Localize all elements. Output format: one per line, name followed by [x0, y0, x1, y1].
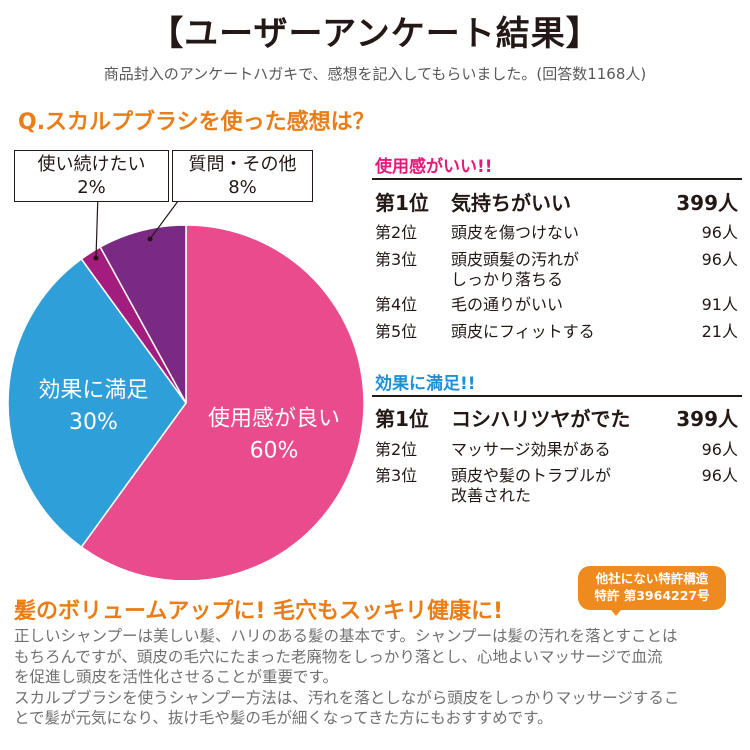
callout-continue: 使い続けたい 2%	[14, 150, 169, 202]
pie-slice-other	[99, 224, 187, 404]
pie-label: 効果に満足	[38, 378, 148, 403]
ranking-row: 第2位 マッサージ効果がある 96人	[375, 440, 738, 459]
pie-slice-good-feel	[80, 224, 365, 580]
patent-line-1: 他社にない特許構造	[595, 571, 709, 586]
ranking-row: 第5位 頭皮にフィットする 21人	[375, 322, 738, 341]
body-line: もちろんですが、頭皮の毛穴にたまった老廃物をしっかり落とし、心地よいマッサージで…	[14, 647, 663, 666]
leader-dot-continue	[93, 255, 99, 261]
page-title: 【ユーザーアンケート結果】	[149, 14, 601, 54]
ranking-divider	[372, 395, 742, 397]
ranking-row: 第4位 毛の通りがいい 91人	[375, 295, 738, 314]
body-line: スカルプブラシを使うシャンプー方法は、汚れを落としながら頭皮をしっかりマッサージ…	[14, 688, 680, 707]
callout-continue-label: 使い続けたい	[37, 154, 146, 175]
pie-label: 使用感が良い	[208, 407, 340, 432]
callout-other-label: 質問・その他	[188, 154, 297, 175]
ranking-row: 第3位 頭皮や髪のトラブルが 改善された 96人	[375, 466, 738, 505]
callout-other: 質問・その他 8%	[172, 150, 313, 202]
page-subtitle: 商品封入のアンケートハガキで、感想を記入してもらいました。(回答数1168人)	[103, 65, 647, 83]
pie-slice-satisfied	[8, 257, 187, 549]
ranking-row: 第1位 気持ちがいい 399人	[375, 191, 738, 215]
ranking-row: 第1位 コシハリツヤがでた 399人	[375, 407, 738, 431]
patent-badge: 他社にない特許構造 特許 第3964227号	[578, 566, 726, 610]
ranking-row: 第3位 頭皮頭髪の汚れが しっかり落ちる 96人	[375, 250, 738, 289]
ranking-heading-satisfied: 効果に満足!!	[375, 374, 476, 394]
patent-line-2: 特許 第3964227号	[594, 588, 710, 603]
ranking-divider	[372, 178, 742, 180]
bottom-body: 正しいシャンプーは美しい髪、ハリのある髪の基本です。シャンプーは髪の汚れを落とす…	[14, 626, 736, 729]
callout-continue-value: 2%	[77, 177, 106, 198]
ranking-row: 第2位 頭皮を傷つけない 96人	[375, 223, 738, 242]
patent-badge-tail	[608, 606, 624, 616]
body-line: 正しいシャンプーは美しい髪、ハリのある髪の基本です。シャンプーは髪の汚れを落とす…	[14, 627, 678, 645]
bottom-heading: 髪のボリュームアップに! 毛穴もスッキリ健康に!	[14, 599, 504, 624]
leader-dot-other	[147, 236, 153, 242]
body-line: を促進し頭皮を活性化させることが重要です。	[14, 668, 338, 686]
callout-other-value: 8%	[228, 177, 257, 198]
body-line: とで髪が元気になり、抜け毛や髪の毛が細くなってきた方にもおすすめです。	[14, 709, 553, 727]
leader-line-continue	[95, 192, 99, 259]
pie-value-label: 30%	[69, 410, 118, 435]
ranking-heading-good-feel: 使用感がいい!!	[375, 157, 493, 177]
survey-question: Q.スカルプブラシを使った感想は？	[18, 110, 375, 135]
pie-value-label: 60%	[250, 439, 299, 464]
pie-chart: 使用感が良い 60% 効果に満足 30%	[8, 192, 365, 580]
